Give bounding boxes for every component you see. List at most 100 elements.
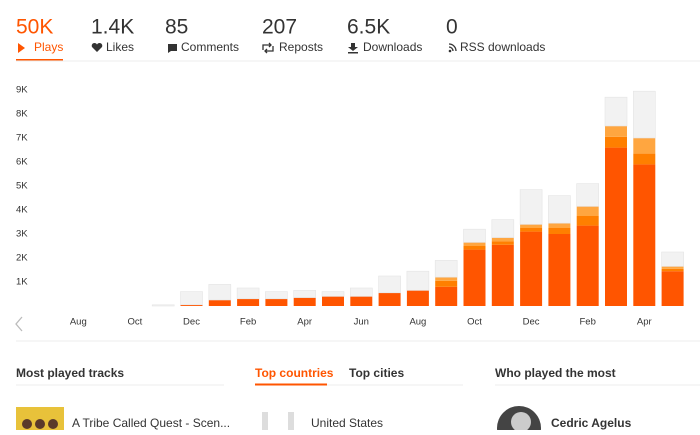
icon: [91, 42, 103, 52]
bar-segment: [633, 164, 656, 306]
artwork-detail: [48, 419, 58, 429]
stat-label: Likes: [106, 40, 134, 54]
bar-segment: [435, 277, 458, 281]
x-tick-label: Oct: [128, 317, 143, 328]
bar-segment: [350, 296, 373, 306]
bar-segment: [293, 290, 317, 298]
bar-segment: [435, 286, 458, 306]
y-tick-label: 1K: [16, 277, 28, 288]
bar-segment: [265, 298, 288, 306]
bar-segment: [378, 275, 401, 294]
stat-tab[interactable]: 207 Reposts: [262, 16, 323, 55]
bar-segment: [520, 231, 543, 306]
bar-segment: [576, 216, 599, 226]
panel-title: Most played tracks: [16, 366, 124, 380]
track-title[interactable]: A Tribe Called Quest - Scen...: [72, 416, 230, 430]
bar-segment: [632, 90, 656, 139]
bar-segment: [321, 291, 345, 297]
bar-segment: [491, 241, 514, 245]
bar-segment: [463, 228, 486, 243]
bar-segment: [237, 298, 260, 306]
bar-segment: [208, 300, 231, 306]
icon: [448, 49, 452, 53]
panel-title: Who played the most: [495, 366, 616, 380]
bar-segment: [633, 153, 656, 165]
bar-segment: [293, 297, 316, 306]
stat-value: 50K: [16, 16, 53, 39]
bar-segment: [661, 266, 684, 269]
bar-segment: [151, 304, 175, 307]
x-tick-label: Dec: [523, 317, 540, 328]
stat-value: 6.5K: [347, 16, 390, 39]
bar-segment: [378, 292, 401, 306]
bar-segment: [322, 296, 344, 306]
stat-value: 1.4K: [91, 16, 134, 39]
y-tick-label: 3K: [16, 229, 28, 240]
bar-segment: [661, 271, 684, 306]
bar-segment: [633, 138, 656, 154]
bar-segment: [463, 249, 486, 306]
stat-tab[interactable]: 0 RSS downloads: [446, 16, 545, 55]
x-tick-label: Feb: [240, 317, 256, 328]
x-tick-label: Oct: [467, 317, 482, 328]
tab-active[interactable]: Top countries: [255, 366, 334, 380]
bar-segment: [661, 268, 684, 272]
icon: [348, 43, 358, 54]
y-tick-label: 7K: [16, 133, 28, 144]
stat-tab[interactable]: 1.4K Likes: [91, 16, 134, 55]
bar-segment: [661, 251, 684, 267]
tab[interactable]: Top cities: [349, 366, 404, 380]
listener-name[interactable]: Cedric Agelus: [551, 416, 632, 430]
stat-value: 207: [262, 16, 297, 39]
stat-label: Reposts: [279, 40, 323, 54]
bar-segment: [576, 206, 599, 216]
y-tick-label: 6K: [16, 157, 28, 168]
bar-segment: [520, 224, 543, 228]
bar-segment: [236, 287, 260, 300]
bar-segment: [491, 237, 514, 242]
bar-segment: [265, 291, 288, 300]
stat-label: Comments: [181, 40, 239, 54]
stat-label: Downloads: [363, 40, 422, 54]
stat-value: 85: [165, 16, 188, 39]
bar-segment: [548, 223, 571, 228]
bar-segment: [548, 228, 571, 234]
x-tick-label: Aug: [409, 317, 426, 328]
bar-segment: [576, 225, 599, 306]
stat-tab[interactable]: 50K Plays: [16, 16, 63, 61]
bar-segment: [605, 136, 627, 148]
icon: [262, 42, 274, 54]
icon: [168, 44, 177, 53]
bar-segment: [604, 96, 628, 127]
bar-segment: [491, 219, 515, 238]
bar-segment: [605, 147, 627, 306]
bar-segment: [491, 244, 514, 306]
country-name: United States: [311, 416, 383, 430]
artwork-detail: [35, 419, 45, 429]
y-tick-label: 2K: [16, 253, 28, 264]
bar-segment: [434, 260, 458, 278]
y-tick-label: 4K: [16, 205, 28, 216]
x-tick-label: Apr: [297, 317, 312, 328]
icon: [18, 43, 25, 53]
stat-label: RSS downloads: [460, 40, 545, 54]
bar-segment: [520, 228, 543, 232]
country-bar: [262, 412, 268, 432]
stat-tab[interactable]: 85 Comments: [165, 16, 239, 55]
icon: [448, 43, 457, 52]
bar-segment: [576, 183, 600, 207]
x-tick-label: Apr: [637, 317, 652, 328]
bar-segment: [208, 284, 232, 301]
artwork-detail: [22, 419, 32, 429]
active-underline: [16, 59, 63, 61]
bar-segment: [406, 290, 429, 306]
prev-arrow[interactable]: [15, 316, 23, 332]
bar-segment: [180, 291, 203, 306]
x-tick-label: Aug: [70, 317, 87, 328]
x-tick-label: Feb: [580, 317, 596, 328]
chart: 1K 2K 3K 4K 5K 6K 7K 8K 9K Aug Oct Dec Feb Apr Jun Aug O…: [16, 85, 684, 328]
stat-tab[interactable]: 6.5K Downloads: [347, 16, 422, 55]
bar-segment: [435, 280, 458, 287]
stat-value: 0: [446, 16, 458, 39]
